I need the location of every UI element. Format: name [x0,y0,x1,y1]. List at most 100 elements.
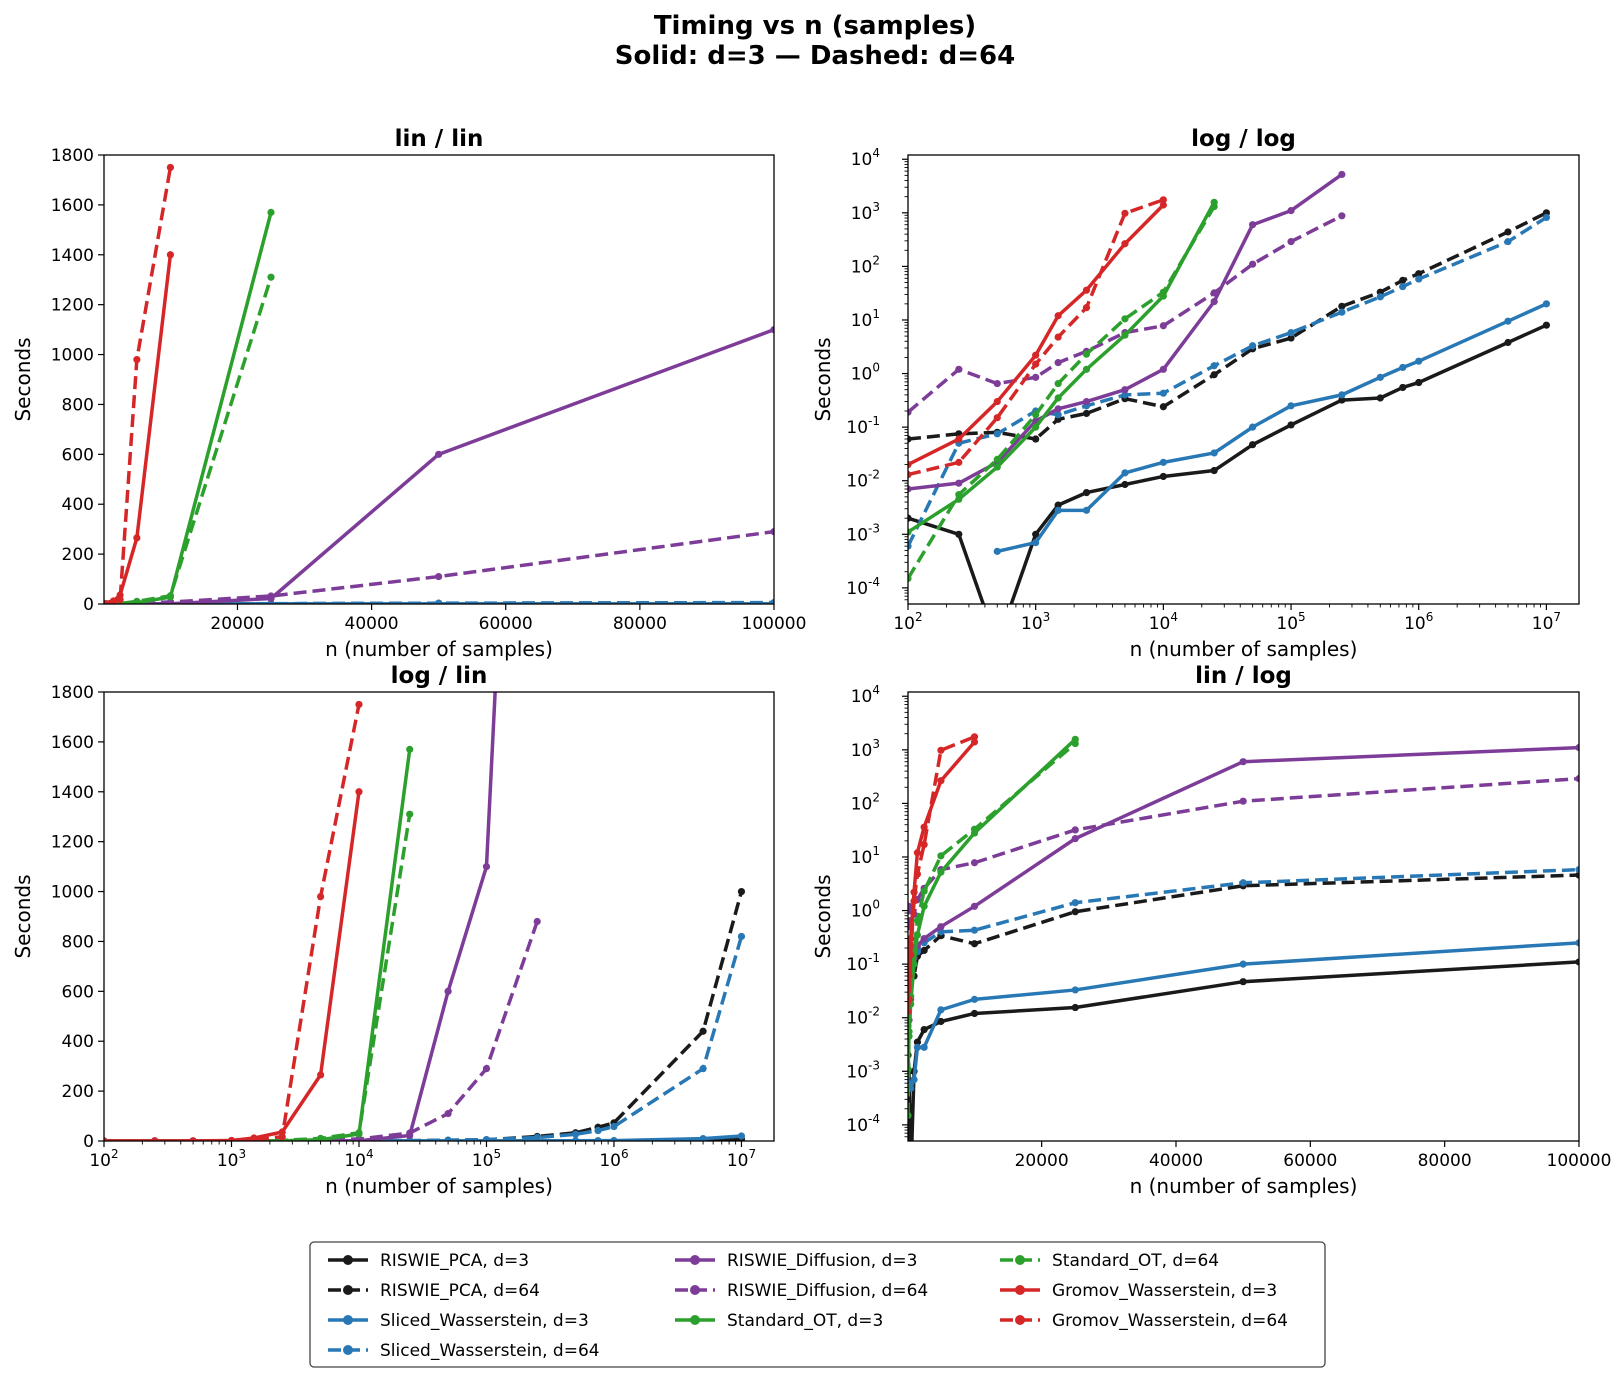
subplot-2: 102 103 104 105 106 107 10-4 10-3 10-2 10-1 100 101… [811,126,1580,661]
data-point-gromov-wasserstein-d-64 [908,471,912,479]
plot-area [104,163,774,604]
data-point-riswie-diffusion-d-3 [1159,365,1167,373]
data-point-standard-ot-d-64 [1071,739,1079,748]
axes-frame [907,691,1580,1142]
series-line-standard-ot-d-3 [104,749,412,1141]
data-point-riswie-pca-d-64 [1071,908,1079,916]
data-point-sliced-wasserstein-d-64 [1415,275,1423,283]
legend-label: RISWIE_PCA, d=3 [380,1251,529,1271]
data-point-sliced-wasserstein-d-3 [993,547,1001,555]
data-point-riswie-pca-d-3 [970,1009,979,1018]
x-tick-label: 40000 [1149,1151,1203,1171]
data-point-riswie-diffusion-d-64 [1210,289,1218,297]
data-point-sliced-wasserstein-d-3 [1121,469,1129,477]
legend-marker-swatch [1015,1315,1025,1325]
data-point-riswie-diffusion-d-64 [1249,260,1257,268]
data-point-gromov-wasserstein-d-64 [189,1137,197,1141]
data-point-gromov-wasserstein-d-64 [920,841,928,849]
data-point-standard-ot-d-3 [1082,365,1091,373]
legend-marker-swatch [343,1285,353,1295]
data-point-riswie-pca-d-64 [920,946,928,955]
x-tick-label: 107 [727,1147,756,1171]
x-tick-label: 80000 [613,614,667,634]
data-point-standard-ot-d-64 [913,916,922,925]
data-point-sliced-wasserstein-d-64 [1287,329,1295,337]
data-point-gromov-wasserstein-d-3 [1054,312,1062,320]
legend-item-gromov-wasserstein-d-64: Gromov_Wasserstein, d=64 [1000,1311,1288,1331]
x-tick-label: 20000 [210,614,264,634]
y-tick-label: 600 [62,445,94,465]
data-point-riswie-diffusion-d-64 [482,1065,491,1073]
data-point-riswie-pca-d-3 [1542,321,1551,329]
data-point-riswie-diffusion-d-64 [1159,322,1167,330]
data-point-sliced-wasserstein-d-3 [1376,373,1384,381]
data-point-riswie-diffusion-d-64 [1575,775,1579,783]
data-point-gromov-wasserstein-d-64 [1121,209,1129,217]
data-point-riswie-diffusion-d-64 [1239,797,1247,805]
data-point-riswie-diffusion-d-3 [444,987,452,995]
x-axis-label: n (number of samples) [1130,637,1358,661]
data-point-gromov-wasserstein-d-3 [970,738,979,746]
data-point-standard-ot-d-64 [1032,411,1040,419]
data-point-sliced-wasserstein-d-3 [920,1043,928,1051]
y-tick-label: 10-1 [846,951,880,975]
data-point-riswie-diffusion-d-3 [435,450,443,458]
data-point-standard-ot-d-3 [1032,423,1040,431]
data-point-sliced-wasserstein-d-3 [1032,538,1040,547]
data-point-gromov-wasserstein-d-3 [133,534,141,542]
data-point-riswie-pca-d-64 [1287,334,1295,342]
y-tick-label: 10-4 [846,575,880,599]
data-point-sliced-wasserstein-d-64 [482,1135,491,1141]
data-point-standard-ot-d-64 [1159,288,1167,296]
y-tick-label: 100 [851,361,880,385]
data-point-standard-ot-d-3 [1054,394,1062,402]
series-line-sliced-wasserstein-d-64 [104,935,744,1141]
y-tick-label: 103 [851,200,880,224]
data-point-sliced-wasserstein-d-3 [594,1137,602,1141]
y-tick-label: 10-4 [846,1112,880,1136]
data-point-riswie-pca-d-3 [1054,501,1062,509]
series-line-standard-ot-d-64 [104,813,412,1141]
x-tick-label: 104 [344,1147,373,1171]
y-tick-label: 1400 [51,783,94,803]
series-line-riswie-diffusion-d-3 [104,327,774,604]
legend-item-sliced-wasserstein-d-3: Sliced_Wasserstein, d=3 [328,1311,589,1331]
data-point-standard-ot-d-64 [908,1028,913,1036]
data-point-gromov-wasserstein-d-64 [116,596,124,604]
data-point-sliced-wasserstein-d-3 [937,1006,945,1014]
x-tick-label: 106 [599,1147,628,1171]
data-point-riswie-diffusion-d-3 [937,923,945,931]
data-point-standard-ot-d-64 [406,810,414,818]
data-point-gromov-wasserstein-d-3 [166,251,174,259]
data-point-sliced-wasserstein-d-64 [699,1065,707,1073]
data-point-standard-ot-d-64 [355,1129,363,1137]
plot-area [104,692,746,1141]
data-point-sliced-wasserstein-d-64 [737,932,746,941]
data-point-riswie-pca-d-3 [1415,378,1423,387]
y-tick-label: 103 [851,737,880,761]
y-tick-label: 104 [851,146,880,170]
series-line-gromov-wasserstein-d-64 [908,735,976,1012]
data-point-sliced-wasserstein-d-3 [1249,423,1257,431]
figure-title-line1: Timing vs n (samples) [654,11,976,41]
data-point-gromov-wasserstein-d-64 [1032,360,1040,368]
axes-frame [103,691,775,1142]
data-point-sliced-wasserstein-d-64 [1542,213,1551,222]
data-point-sliced-wasserstein-d-3 [1504,317,1512,325]
x-tick-label: 103 [1021,610,1050,634]
data-point-gromov-wasserstein-d-3 [993,397,1001,406]
data-point-standard-ot-d-64 [970,825,979,833]
data-point-riswie-pca-d-3 [1121,480,1129,489]
data-point-standard-ot-d-3 [908,528,912,536]
data-point-riswie-pca-d-64 [1399,276,1407,284]
data-point-gromov-wasserstein-d-64 [1159,196,1167,204]
plot-area [908,170,1551,604]
y-axis-label: Seconds [11,874,35,958]
y-tick-label: 10-1 [846,414,880,438]
x-axis-label: n (number of samples) [1130,1174,1358,1198]
y-tick-label: 200 [62,545,94,565]
data-point-riswie-diffusion-d-64 [1338,212,1346,220]
data-point-gromov-wasserstein-d-64 [1082,304,1091,312]
data-point-riswie-diffusion-d-3 [920,934,928,943]
data-point-riswie-pca-d-3 [1239,978,1247,986]
